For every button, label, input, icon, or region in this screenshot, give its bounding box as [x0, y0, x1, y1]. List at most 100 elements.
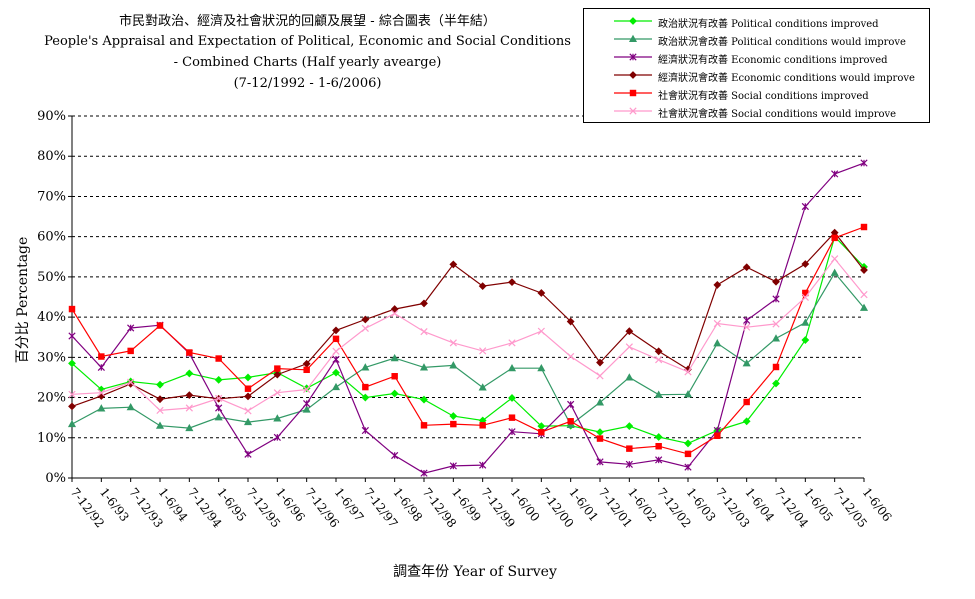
data-point: [214, 375, 223, 384]
legend: 政治狀況有改善 Political conditions improved 政治狀…: [583, 8, 930, 123]
data-point: [449, 462, 457, 470]
data-point: [713, 319, 721, 328]
legend-label: 社會狀況有改善 Social conditions improved: [658, 91, 869, 102]
data-point: [595, 398, 605, 406]
data-point: [332, 355, 340, 363]
data-point: [507, 363, 517, 372]
data-point: [391, 373, 398, 380]
data-point: [859, 303, 869, 311]
data-point: [655, 356, 663, 364]
data-point: [801, 336, 810, 344]
data-point: [508, 428, 516, 436]
data-point: [538, 428, 545, 436]
data-point: [772, 379, 780, 388]
data-point: [390, 353, 399, 362]
y-tick-label: 90%: [37, 109, 66, 124]
data-point: [629, 71, 637, 79]
series-line: [71, 226, 865, 455]
legend-label: 經濟狀況有改善 Economic conditions improved: [658, 55, 888, 66]
data-point: [629, 107, 637, 115]
data-point: [772, 363, 780, 371]
series-line: [71, 271, 865, 429]
data-point: [625, 373, 634, 381]
data-point: [274, 365, 281, 372]
series-line: [71, 162, 865, 474]
series-5: [68, 255, 868, 415]
y-tick-label: 10%: [37, 431, 66, 446]
data-point: [771, 334, 781, 342]
legend-item: 政治狀況會改善 Political conditions would impro…: [584, 30, 929, 48]
data-point: [97, 363, 105, 372]
data-point: [156, 380, 164, 389]
data-point: [215, 394, 223, 402]
series-1: [67, 268, 869, 432]
data-point: [185, 423, 194, 432]
data-point: [508, 339, 516, 347]
data-point: [625, 422, 634, 431]
data-point: [156, 395, 164, 404]
data-point: [743, 398, 750, 406]
series-line: [71, 231, 865, 407]
data-point: [537, 327, 545, 335]
data-point: [626, 445, 633, 452]
data-point: [155, 421, 165, 429]
data-point: [831, 255, 839, 263]
chart-title-en: People's Appraisal and Expectation of Po…: [44, 34, 571, 49]
data-point: [742, 263, 751, 272]
y-tick-label: 60%: [37, 230, 66, 245]
data-point: [801, 318, 810, 326]
data-point: [567, 352, 575, 361]
data-point: [508, 414, 516, 421]
data-point: [361, 363, 370, 371]
data-point: [566, 317, 575, 326]
data-point: [420, 395, 428, 404]
data-point: [596, 358, 604, 367]
data-point: [97, 404, 106, 412]
tick-labels: 0%10%20%30%40%50%60%70%80%90%7-12/921-6/…: [37, 109, 894, 531]
data-point: [742, 359, 751, 367]
data-point: [215, 404, 223, 412]
data-point: [713, 281, 722, 289]
data-point: [625, 343, 633, 351]
legend-swatch: [614, 17, 652, 25]
data-point: [596, 435, 604, 442]
data-point: [629, 53, 637, 61]
data-point: [185, 369, 194, 378]
data-point: [420, 422, 428, 429]
data-point: [625, 327, 634, 336]
data-point: [420, 299, 428, 308]
data-point: [478, 383, 487, 391]
y-tick-label: 20%: [37, 391, 66, 406]
legend-swatch: [614, 89, 652, 97]
data-point: [127, 378, 135, 386]
data-point: [244, 392, 252, 401]
y-tick-label: 50%: [37, 270, 66, 285]
data-point: [743, 323, 751, 331]
legend-label: 社會狀況會改善 Social conditions would improve: [658, 109, 897, 120]
data-point: [449, 260, 458, 269]
data-point: [332, 335, 340, 343]
data-point: [331, 382, 341, 391]
data-point: [860, 223, 868, 231]
data-point: [332, 347, 340, 355]
data-point: [391, 451, 399, 460]
legend-item: 經濟狀況有改善 Economic conditions improved: [584, 48, 929, 66]
data-point: [449, 339, 457, 347]
data-point: [127, 324, 135, 332]
legend-item: 社會狀況會改善 Social conditions would improve: [584, 102, 929, 120]
data-point: [831, 170, 839, 178]
data-point: [772, 295, 780, 303]
legend-swatch: [614, 71, 652, 79]
data-point: [186, 349, 193, 356]
axes: [68, 115, 865, 482]
legend-swatch: [614, 53, 652, 61]
data-point: [567, 400, 575, 409]
data-point: [303, 385, 311, 394]
data-point: [68, 332, 76, 340]
legend-item: 社會狀況有改善 Social conditions improved: [584, 84, 929, 102]
data-point: [479, 347, 487, 355]
data-point: [596, 372, 604, 380]
legend-item: 經濟狀況會改善 Economic conditions would improv…: [584, 66, 929, 84]
data-point: [97, 389, 105, 397]
data-point: [654, 433, 663, 441]
